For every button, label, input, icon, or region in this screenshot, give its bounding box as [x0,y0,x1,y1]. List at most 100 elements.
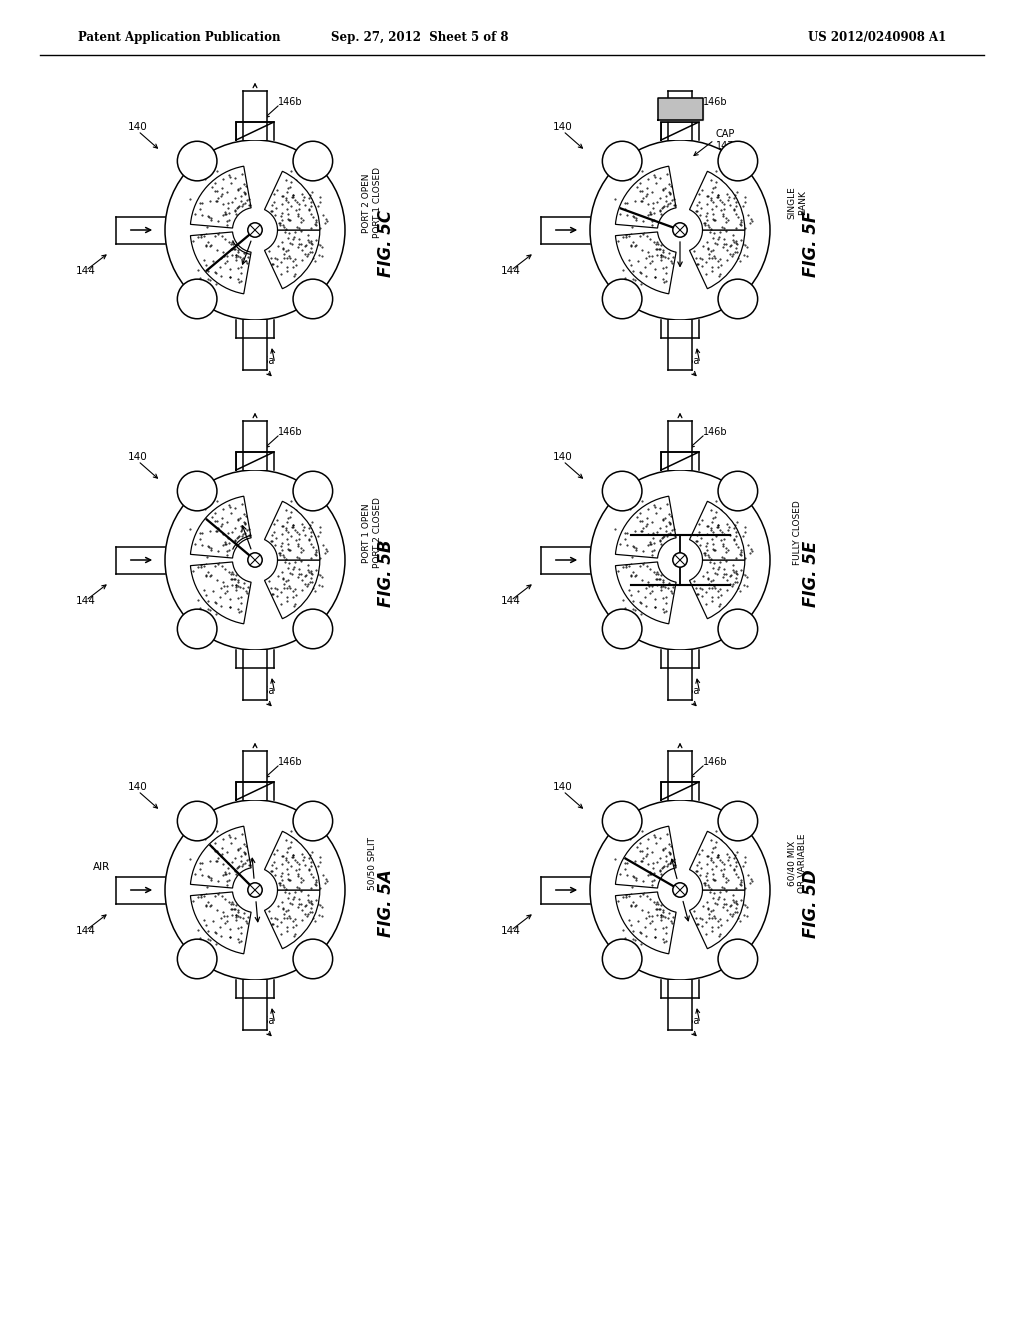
Circle shape [248,883,262,898]
Circle shape [177,609,217,648]
Text: PORT 2 OPEN
PORT 1 CLOSED: PORT 2 OPEN PORT 1 CLOSED [362,168,382,239]
Wedge shape [264,230,319,289]
Circle shape [718,471,758,511]
Wedge shape [615,892,676,954]
Wedge shape [689,502,744,560]
Text: 140: 140 [128,781,147,792]
Text: FIG. 5B: FIG. 5B [377,540,395,607]
Text: 144: 144 [76,265,95,276]
Text: 146b: 146b [702,98,727,107]
Text: 146a: 146a [251,1015,274,1026]
Text: Sep. 27, 2012  Sheet 5 of 8: Sep. 27, 2012 Sheet 5 of 8 [331,30,509,44]
Wedge shape [264,502,319,560]
Text: 140: 140 [553,781,572,792]
Polygon shape [657,98,702,120]
Text: 140: 140 [553,451,572,462]
Text: 146b: 146b [278,758,302,767]
Circle shape [177,471,217,511]
Text: 146a: 146a [251,355,274,366]
Wedge shape [190,166,251,228]
Polygon shape [662,979,699,998]
Text: 140: 140 [128,451,147,462]
Wedge shape [689,172,744,230]
Polygon shape [116,876,165,903]
Polygon shape [662,451,699,470]
Polygon shape [237,979,273,998]
Polygon shape [244,649,266,700]
Circle shape [248,223,262,238]
Text: 140: 140 [553,121,572,132]
Text: FIG. 5F: FIG. 5F [802,210,820,277]
Polygon shape [116,216,165,243]
Wedge shape [190,892,251,954]
Text: 146a: 146a [676,1015,699,1026]
Polygon shape [237,319,273,338]
Circle shape [602,939,642,978]
Wedge shape [689,230,744,289]
Circle shape [293,279,333,318]
Polygon shape [244,979,266,1030]
Wedge shape [190,232,251,294]
Polygon shape [237,121,273,140]
Text: SINGLE
BANK: SINGLE BANK [787,186,807,219]
Polygon shape [662,319,699,338]
Wedge shape [615,826,676,888]
Circle shape [602,609,642,648]
Circle shape [165,140,345,319]
Circle shape [718,939,758,978]
Polygon shape [244,421,266,470]
Wedge shape [190,496,251,558]
Polygon shape [244,751,266,800]
Text: 144: 144 [501,265,521,276]
Text: 146a: 146a [251,685,274,696]
Circle shape [718,141,758,181]
Circle shape [602,279,642,318]
Polygon shape [662,121,699,140]
Circle shape [718,801,758,841]
Polygon shape [237,451,273,470]
Polygon shape [669,421,691,470]
Circle shape [602,801,642,841]
Polygon shape [237,649,273,668]
Text: 144: 144 [76,595,95,606]
Text: 146a: 146a [676,355,699,366]
Text: FIG. 5C: FIG. 5C [377,210,395,277]
Polygon shape [662,781,699,800]
Wedge shape [264,890,319,949]
Wedge shape [615,232,676,294]
Text: FIG. 5E: FIG. 5E [802,540,820,607]
Text: 144: 144 [501,595,521,606]
Polygon shape [669,91,691,140]
Circle shape [293,609,333,648]
Circle shape [293,471,333,511]
Circle shape [165,800,345,979]
Circle shape [590,470,770,649]
Text: CAP
147: CAP 147 [716,129,735,150]
Text: 140: 140 [128,121,147,132]
Wedge shape [190,826,251,888]
Circle shape [673,223,687,238]
Polygon shape [116,546,165,573]
Text: 146a: 146a [676,685,699,696]
Text: FIG. 5D: FIG. 5D [802,869,820,937]
Polygon shape [669,751,691,800]
Text: 144: 144 [501,925,521,936]
Polygon shape [244,319,266,370]
Wedge shape [689,560,744,619]
Polygon shape [541,216,590,243]
Polygon shape [669,649,691,700]
Polygon shape [669,319,691,370]
Text: 146b: 146b [702,758,727,767]
Text: 146b: 146b [278,98,302,107]
Text: 146b: 146b [702,428,727,437]
Wedge shape [264,560,319,619]
Circle shape [673,553,687,568]
Circle shape [165,470,345,649]
Polygon shape [237,781,273,800]
Text: US 2012/0240908 A1: US 2012/0240908 A1 [808,30,946,44]
Circle shape [177,939,217,978]
Wedge shape [615,496,676,558]
Text: FIG. 5A: FIG. 5A [377,870,395,937]
Text: 144: 144 [76,925,95,936]
Text: FULLY CLOSED: FULLY CLOSED [793,500,802,565]
